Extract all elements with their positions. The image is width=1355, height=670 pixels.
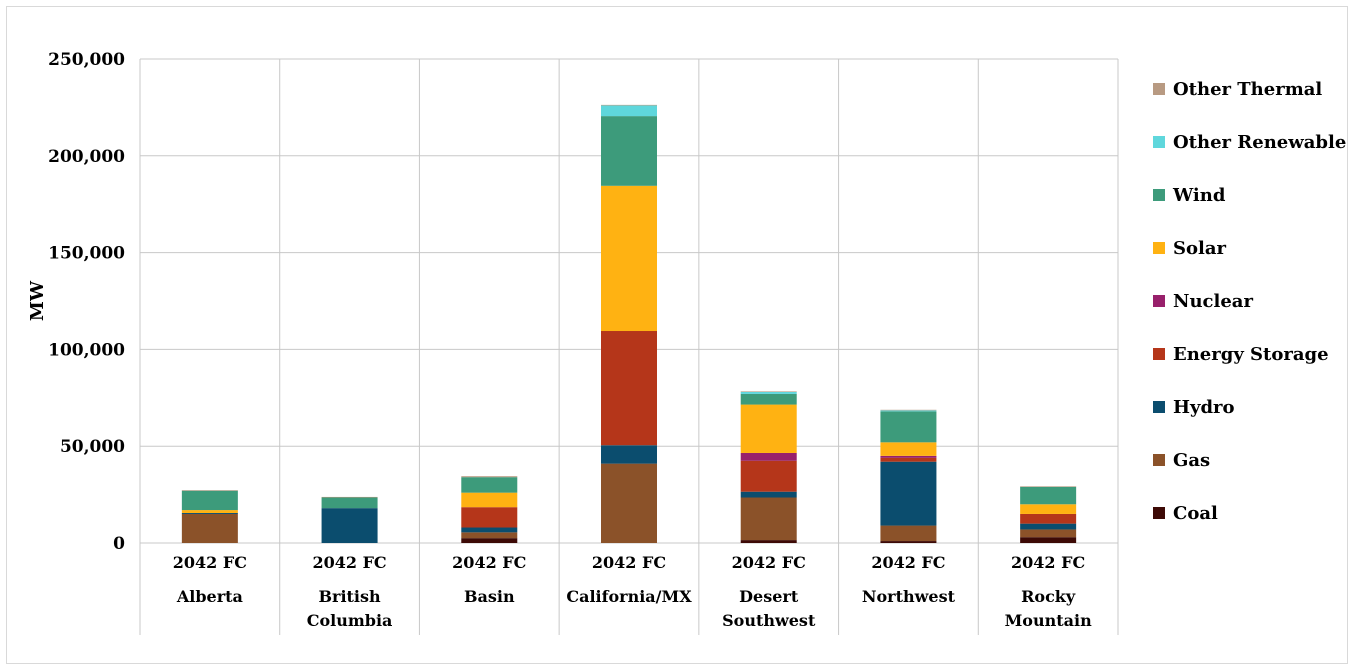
bar-segment-other-thermal — [880, 409, 937, 411]
bar-segment-wind — [880, 411, 937, 443]
bar-segment-nuclear — [880, 455, 937, 458]
y-tick-label: 150,000 — [48, 244, 125, 264]
bar-segment-gas — [601, 463, 657, 543]
legend-label: Wind — [1172, 185, 1226, 206]
bar-segment-hydro — [880, 461, 937, 526]
bar-segment-gas — [740, 497, 797, 541]
bar-segment-other-thermal — [321, 496, 378, 498]
x-bar-label: 2042 FC — [452, 553, 526, 572]
legend-label: Other Renewable — [1173, 132, 1346, 153]
bar-segment-hydro — [740, 491, 797, 498]
bar-segment-coal — [880, 541, 937, 543]
bar-segment-other-thermal — [1020, 486, 1077, 487]
bar-segment-solar — [880, 442, 937, 456]
bar-segment-coal — [1020, 537, 1077, 543]
legend-label: Gas — [1173, 450, 1210, 471]
bar-segment-other-renewable — [601, 105, 657, 117]
bar-segment-other-renewable — [880, 410, 937, 412]
bar-segment-wind — [1020, 486, 1077, 505]
x-bar-label: 2042 FC — [592, 553, 666, 572]
legend: Other Thermal Other Renewable Wind Solar Nuc… — [1153, 79, 1346, 524]
bar-segment-energy-storage — [1020, 513, 1077, 524]
x-bar-label: 2042 FC — [732, 553, 806, 572]
legend-swatch — [1153, 189, 1165, 201]
stacked-bar-chart: 0 50,000 100,000 150,000 200,000 250,000 MW 2… — [27, 50, 1346, 635]
chart-frame: 0 50,000 100,000 150,000 200,000 250,000 MW 2… — [6, 6, 1348, 664]
x-bar-label: 2042 FC — [312, 553, 386, 572]
bar-segment-solar — [740, 404, 797, 453]
bar-segment-solar — [1020, 504, 1077, 514]
x-bar-label: 2042 FC — [1011, 553, 1085, 572]
bar-segment-other-thermal — [740, 391, 797, 392]
bar-segment-hydro — [601, 445, 657, 464]
legend-swatch — [1153, 136, 1165, 148]
x-group-label: British — [319, 587, 382, 606]
legend-swatch — [1153, 83, 1165, 95]
y-tick-label: 100,000 — [48, 340, 125, 360]
x-bar-label: 2042 FC — [173, 553, 247, 572]
x-group-label: Northwest — [862, 587, 956, 606]
legend-label: Solar — [1173, 238, 1227, 259]
bar-segment-gas — [880, 525, 937, 542]
y-tick-label: 50,000 — [60, 437, 125, 457]
y-axis-ticks: 0 50,000 100,000 150,000 200,000 250,000 — [48, 50, 125, 554]
legend-swatch — [1153, 242, 1165, 254]
bar-segment-other-thermal — [181, 490, 238, 491]
bar-segment-gas — [461, 532, 518, 539]
legend-label: Nuclear — [1173, 291, 1253, 312]
x-bar-label: 2042 FC — [871, 553, 945, 572]
bar-segment-hydro — [321, 508, 378, 543]
bar-segment-solar — [601, 185, 657, 332]
bar-segment-energy-storage — [880, 457, 937, 462]
bar-segment-gas — [181, 513, 238, 543]
legend-swatch — [1153, 295, 1165, 307]
y-tick-label: 0 — [113, 534, 125, 554]
legend-label: Hydro — [1173, 397, 1235, 418]
legend-swatch — [1153, 454, 1165, 466]
bar-segment-hydro — [1020, 523, 1077, 530]
x-group-label: Southwest — [722, 611, 816, 630]
legend-label: Coal — [1173, 503, 1218, 524]
x-group-label: California/MX — [566, 587, 692, 606]
bar-segment-other-thermal — [461, 476, 518, 478]
bar-segment-hydro — [461, 527, 518, 533]
bar-segment-wind — [740, 393, 797, 405]
legend-label: Energy Storage — [1173, 344, 1329, 365]
bar-segment-wind — [601, 116, 657, 186]
legend-swatch — [1153, 401, 1165, 413]
bar-segment-solar — [461, 492, 518, 508]
bar-segment-energy-storage — [740, 460, 797, 492]
bar-segment-wind — [321, 497, 378, 509]
x-group-label: Basin — [464, 587, 515, 606]
bar-segment-other-renewable — [740, 391, 797, 394]
y-tick-label: 200,000 — [48, 147, 125, 167]
x-group-label: Mountain — [1005, 611, 1092, 630]
legend-swatch — [1153, 348, 1165, 360]
legend-label: Other Thermal — [1173, 79, 1322, 100]
bar-segment-other-thermal — [601, 104, 657, 106]
bar-segment-solar — [181, 510, 238, 513]
bar-segment-wind — [181, 490, 238, 511]
legend-swatch — [1153, 507, 1165, 519]
bars — [181, 104, 1077, 543]
bar-segment-nuclear — [740, 452, 797, 461]
x-group-label: Rocky — [1021, 587, 1076, 606]
x-axis-categories: 2042 FC Alberta 2042 FC British Columbia 2042… — [173, 553, 1092, 630]
bar-segment-coal — [461, 538, 518, 543]
bar-segment-wind — [461, 477, 518, 493]
bar-segment-hydro — [181, 512, 238, 514]
bar-segment-energy-storage — [461, 507, 518, 528]
bar-segment-energy-storage — [601, 331, 657, 446]
x-group-label: Desert — [739, 587, 799, 606]
x-group-label: Alberta — [176, 587, 243, 606]
y-tick-label: 250,000 — [48, 50, 125, 70]
bar-segment-coal — [740, 540, 797, 543]
bar-segment-gas — [1020, 529, 1077, 538]
x-group-label: Columbia — [307, 611, 393, 630]
y-axis-label: MW — [27, 280, 48, 321]
